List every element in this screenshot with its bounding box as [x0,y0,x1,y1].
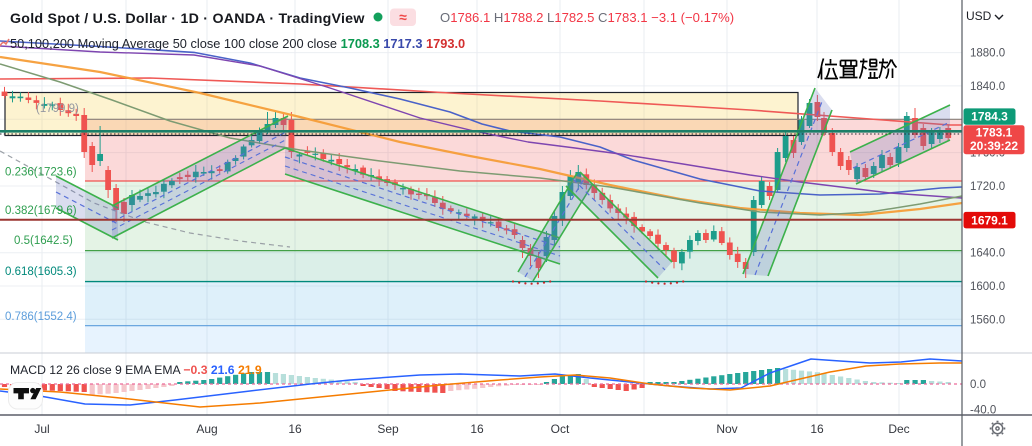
svg-text:16: 16 [810,422,824,436]
svg-text:1560.0: 1560.0 [970,314,1005,326]
svg-text:1640.0: 1640.0 [970,248,1005,260]
svg-text:O1786.1 H1788.2 L1782.5 C1783.: O1786.1 H1788.2 L1782.5 C1783.1 −3.1 (−0… [440,10,734,25]
svg-text:1840.0: 1840.0 [970,81,1005,93]
svg-text:1600.0: 1600.0 [970,281,1005,293]
svg-text:Gold Spot / U.S. Dollar · 1D ·: Gold Spot / U.S. Dollar · 1D · OANDA · T… [10,11,365,27]
svg-text:1783.1: 1783.1 [976,125,1013,139]
svg-text:Dec: Dec [888,422,909,436]
svg-text:0.236(1723.6): 0.236(1723.6) [5,167,77,179]
svg-text:1880.0: 1880.0 [970,48,1005,60]
svg-text:0.786(1552.4): 0.786(1552.4) [5,311,77,323]
svg-text:Oct: Oct [551,422,570,436]
svg-text:0.0: 0.0 [970,379,986,391]
svg-text:Sep: Sep [377,422,399,436]
svg-text:1784.3: 1784.3 [971,110,1008,124]
svg-text:0.618(1605.3): 0.618(1605.3) [5,266,77,278]
svg-text:0.5(1642.5): 0.5(1642.5) [14,235,73,247]
svg-text:1720.0: 1720.0 [970,181,1005,193]
svg-text:1679.1: 1679.1 [971,213,1008,227]
svg-text:USD: USD [966,9,992,23]
svg-text:-40.0: -40.0 [970,405,996,417]
svg-text:16: 16 [470,422,484,436]
svg-text:20:39:22: 20:39:22 [970,139,1018,153]
svg-text:(1799.9): (1799.9) [36,103,79,115]
svg-text:Nov: Nov [716,422,737,436]
svg-text:50,100,200 Moving Average 50 c: 50,100,200 Moving Average 50 close 100 c… [10,36,465,51]
svg-text:16: 16 [288,422,302,436]
svg-text:Jul: Jul [34,422,49,436]
svg-text:Aug: Aug [196,422,217,436]
svg-text:≈: ≈ [399,9,407,25]
svg-text:0.382(1679.6): 0.382(1679.6) [5,205,77,217]
svg-text:MACD 12 26 close 9 EMA EMA −0: MACD 12 26 close 9 EMA EMA −0.3 21.6 21.… [10,363,262,377]
